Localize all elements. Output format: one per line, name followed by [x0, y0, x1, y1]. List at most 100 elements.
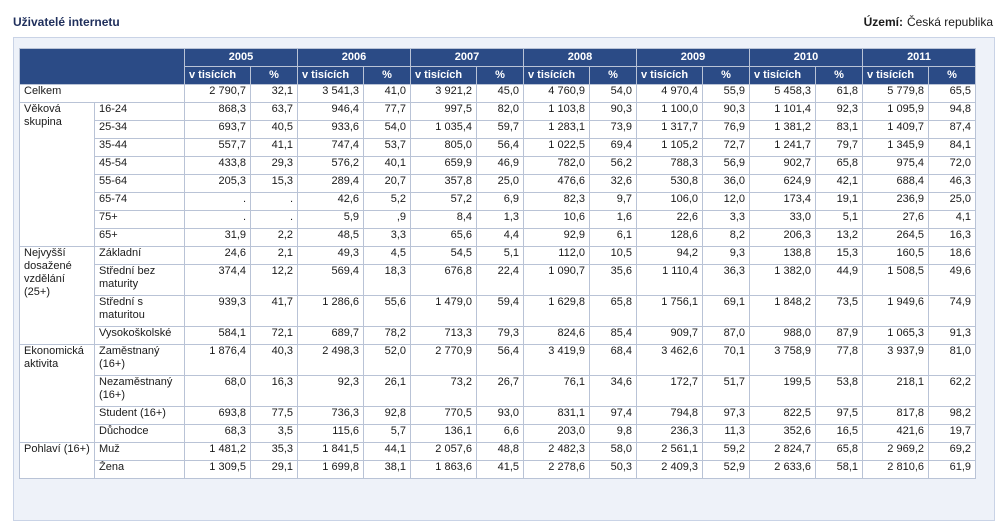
value-cell-abs: 1 309,5 [184, 460, 251, 479]
value-cell-abs: 1 105,2 [636, 138, 703, 157]
value-cell-abs: 173,4 [749, 192, 816, 211]
table-row: Nejvyšší dosažené vzdělání (25+) Základní… [19, 246, 976, 345]
row-label: 65+ [94, 228, 185, 247]
value-cell-pct: 65,5 [928, 84, 976, 103]
value-cell-abs: 831,1 [523, 406, 590, 425]
value-cell-pct: 90,3 [702, 102, 750, 121]
value-cell-abs: 2 057,6 [410, 442, 477, 461]
table-row: Věková skupina 16-24 868,3 63,7 946,4 77,7 997… [19, 102, 976, 247]
value-cell-pct: 51,7 [702, 375, 750, 407]
value-cell-abs: 1 479,0 [410, 295, 477, 327]
value-cell-pct: 40,1 [363, 156, 411, 175]
value-cell-pct: 58,1 [815, 460, 863, 479]
row-label: Muž [94, 442, 185, 461]
value-cell-pct: 19,7 [928, 424, 976, 443]
value-cell-abs: 794,8 [636, 406, 703, 425]
value-cell-abs: 1 110,4 [636, 264, 703, 296]
value-cell-pct: 18,6 [928, 246, 976, 265]
value-cell-abs: . [184, 192, 251, 211]
value-cell-pct: 69,1 [702, 295, 750, 327]
value-cell-pct: 72,0 [928, 156, 976, 175]
table-row: Pohlaví (16+) Muž 1 481,2 35,3 1 841,5 44,1 2 … [19, 442, 976, 479]
row-label: Základní [94, 246, 185, 265]
value-cell-pct: ,9 [363, 210, 411, 229]
row-group-label: Pohlaví (16+) [19, 442, 95, 479]
value-cell-pct: 93,0 [476, 406, 524, 425]
value-cell-abs: 421,6 [862, 424, 929, 443]
value-cell-pct: 36,0 [702, 174, 750, 193]
value-cell-pct: 9,7 [589, 192, 637, 211]
table-row: Vysokoškolské 584,1 72,1 689,7 78,2 713,3 79,3… [20, 326, 976, 345]
value-cell-abs: 94,2 [636, 246, 703, 265]
value-cell-pct: 40,5 [250, 120, 298, 139]
value-cell-pct: 9,3 [702, 246, 750, 265]
value-cell-abs: 264,5 [862, 228, 929, 247]
table-row: Nezaměstnaný (16+) 68,0 16,3 92,3 26,1 73,2 26… [20, 375, 976, 407]
value-cell-pct: 22,4 [476, 264, 524, 296]
row-label: 65-74 [94, 192, 185, 211]
internet-users-table: 2005 2006 2007 2008 2009 2010 2011 v tisících% v… [19, 48, 976, 479]
value-cell-abs: 115,6 [297, 424, 364, 443]
unit-header-abs: v tisících [749, 66, 816, 85]
value-cell-pct: 65,8 [589, 295, 637, 327]
value-cell-abs: 68,0 [184, 375, 251, 407]
value-cell-pct: 4,5 [363, 246, 411, 265]
value-cell-pct: 41,1 [250, 138, 298, 157]
value-cell-pct: 3,3 [702, 210, 750, 229]
value-cell-abs: 1 876,4 [184, 344, 251, 376]
table-row: Ekonomická aktivita Zaměstnaný (16+) 1 876… [19, 344, 976, 443]
row-label: 16-24 [94, 102, 185, 121]
unit-header-pct: % [589, 66, 637, 85]
value-cell-abs: 82,3 [523, 192, 590, 211]
unit-header-abs: v tisících [297, 66, 364, 85]
year-header: 2011 [862, 48, 976, 67]
value-cell-abs: 8,4 [410, 210, 477, 229]
row-group-label: Nejvyšší dosažené vzdělání (25+) [19, 246, 95, 345]
region-value: Česká republika [906, 15, 993, 29]
table-body: Celkem 2 790,7 32,1 3 541,3 41,0 3 921,2 45,0 4… [19, 84, 976, 479]
value-cell-pct: 85,4 [589, 326, 637, 345]
unit-header-abs: v tisících [184, 66, 251, 85]
page-header: Uživatelé internetu Území: Česká republik… [7, 10, 993, 32]
table-row: 65+ 31,9 2,2 48,5 3,3 65,6 4,4 92,9 6,1 128,6 8,2 2… [20, 228, 976, 247]
value-cell-abs: 92,9 [523, 228, 590, 247]
value-cell-abs: 2 770,9 [410, 344, 477, 376]
value-cell-abs: 476,6 [523, 174, 590, 193]
value-cell-abs: 1 382,0 [749, 264, 816, 296]
value-cell-pct: 46,3 [928, 174, 976, 193]
unit-header-pct: % [815, 66, 863, 85]
value-cell-pct: 56,4 [476, 344, 524, 376]
value-cell-abs: 1 481,2 [184, 442, 251, 461]
value-cell-abs: 1 949,6 [862, 295, 929, 327]
value-cell-abs: 576,2 [297, 156, 364, 175]
table-row: Střední s maturitou 939,3 41,7 1 286,6 55,6 1… [20, 295, 976, 327]
value-cell-pct: 19,1 [815, 192, 863, 211]
value-cell-pct: 15,3 [250, 174, 298, 193]
value-cell-abs: 352,6 [749, 424, 816, 443]
value-cell-abs: 27,6 [862, 210, 929, 229]
value-cell-abs: 10,6 [523, 210, 590, 229]
value-cell-abs: 933,6 [297, 120, 364, 139]
value-cell-pct: 77,8 [815, 344, 863, 376]
value-cell-abs: 5 458,3 [749, 84, 816, 103]
value-cell-abs: 1 841,5 [297, 442, 364, 461]
value-cell-pct: 94,8 [928, 102, 976, 121]
row-label: Nezaměstnaný (16+) [94, 375, 185, 407]
year-header: 2008 [523, 48, 637, 67]
value-cell-pct: 81,0 [928, 344, 976, 376]
value-cell-abs: 693,8 [184, 406, 251, 425]
table-row: Celkem 2 790,7 32,1 3 541,3 41,0 3 921,2 45,0 4… [19, 84, 976, 103]
value-cell-pct: 55,6 [363, 295, 411, 327]
value-cell-pct: 1,3 [476, 210, 524, 229]
value-cell-abs: 997,5 [410, 102, 477, 121]
value-cell-abs: 205,3 [184, 174, 251, 193]
value-cell-pct: 73,9 [589, 120, 637, 139]
value-cell-abs: 770,5 [410, 406, 477, 425]
value-cell-abs: 2 278,6 [523, 460, 590, 479]
value-cell-pct: 5,7 [363, 424, 411, 443]
value-cell-abs: 939,3 [184, 295, 251, 327]
value-cell-pct: 58,0 [589, 442, 637, 461]
value-cell-pct: 56,9 [702, 156, 750, 175]
value-cell-pct: 87,4 [928, 120, 976, 139]
value-cell-pct: 72,7 [702, 138, 750, 157]
